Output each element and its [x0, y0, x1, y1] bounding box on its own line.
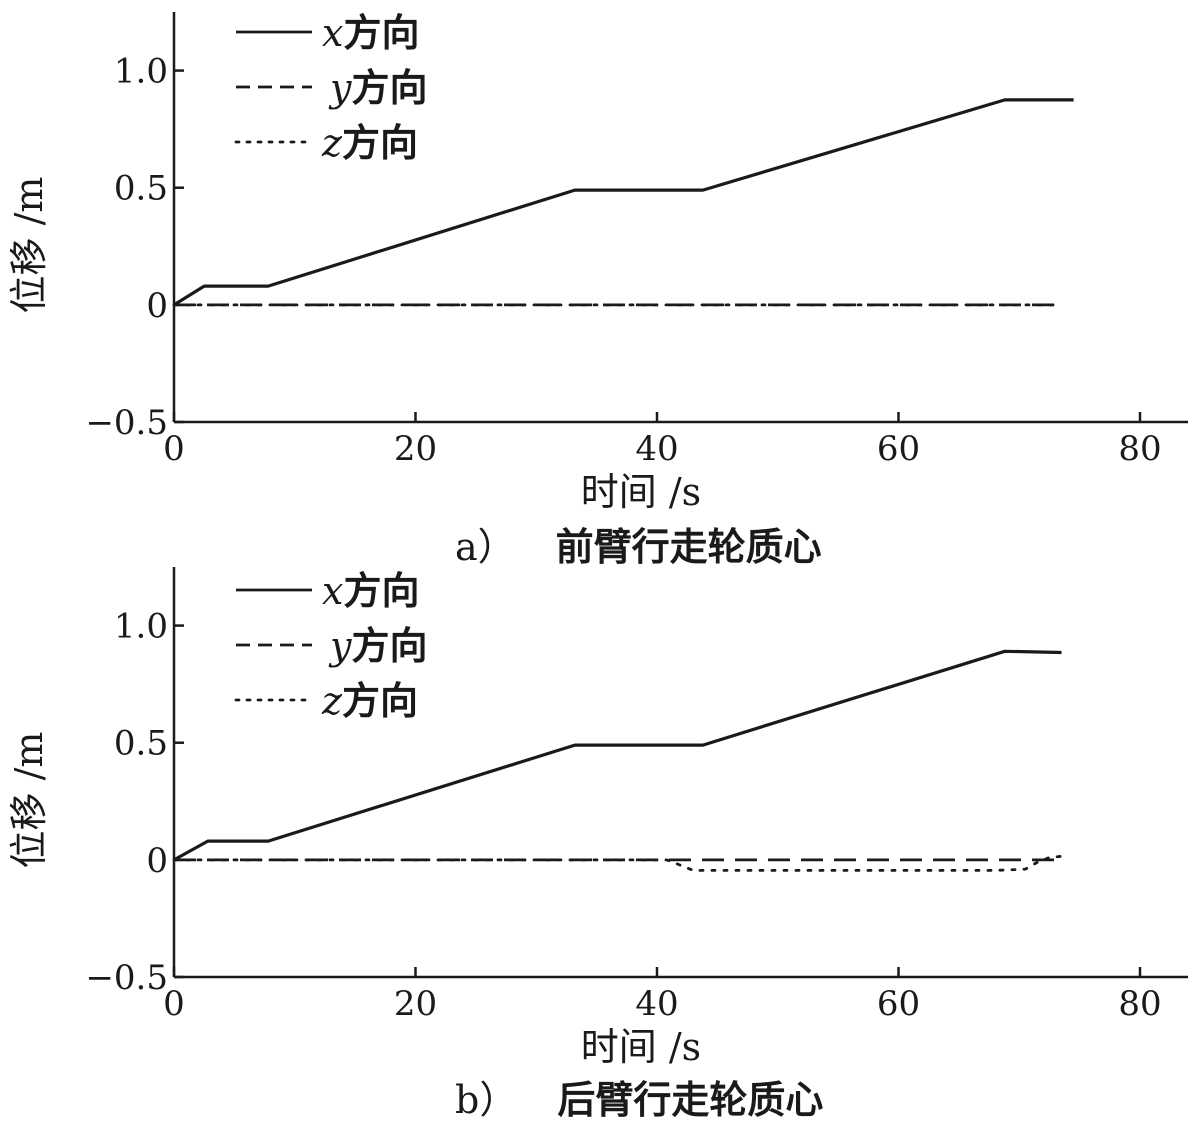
y-tick-label: 0.5 [114, 724, 168, 764]
x-tick-label: 20 [394, 984, 437, 1024]
x-tick-label: 80 [1118, 429, 1161, 469]
y-axis-label: 位移 /m [7, 732, 51, 869]
x-tick-label: 80 [1118, 984, 1161, 1024]
panel-caption: a） 前臂行走轮质心 [455, 524, 822, 569]
caption-label: b） [455, 1078, 517, 1122]
y-tick-label: 1.0 [114, 52, 168, 92]
caption-title: 后臂行走轮质心 [557, 1077, 823, 1122]
panel-caption: b） 后臂行走轮质心 [455, 1077, 823, 1122]
legend: x方向 y方向 z方向 [234, 568, 427, 723]
x-axis-label: 时间 /s [581, 470, 701, 514]
legend-label-y: y方向 [328, 623, 427, 668]
legend: x方向 y方向 z方向 [234, 10, 427, 165]
legend-label-x: x方向 [322, 10, 419, 55]
legend-label-z: z方向 [321, 678, 418, 723]
y-axis-label: 位移 /m [7, 177, 51, 314]
legend-label-x: x方向 [322, 568, 419, 613]
y-tick-label: 0 [146, 286, 168, 326]
x-axis-label: 时间 /s [581, 1025, 701, 1069]
caption-label: a） [455, 525, 516, 569]
legend-label-y: y方向 [328, 65, 427, 110]
x-tick-label: 60 [877, 984, 920, 1024]
x-tick-label: 60 [877, 429, 920, 469]
x-tick-label: 0 [163, 984, 185, 1024]
x-tick-label: 0 [163, 429, 185, 469]
x-tick-label: 40 [635, 429, 678, 469]
legend-label-z: z方向 [321, 120, 418, 165]
caption-title: 前臂行走轮质心 [556, 524, 822, 569]
y-tick-label: 0.5 [114, 169, 168, 209]
y-tick-label: 0 [146, 841, 168, 881]
series-line-x [173, 98, 1074, 307]
series-line-z [172, 854, 1063, 872]
x-tick-label: 20 [394, 429, 437, 469]
y-tick-label: −0.5 [85, 403, 168, 443]
series-line-x [173, 649, 1062, 862]
y-tick-label: 1.0 [114, 607, 168, 647]
x-tick-label: 40 [635, 984, 678, 1024]
y-tick-label: −0.5 [85, 958, 168, 998]
